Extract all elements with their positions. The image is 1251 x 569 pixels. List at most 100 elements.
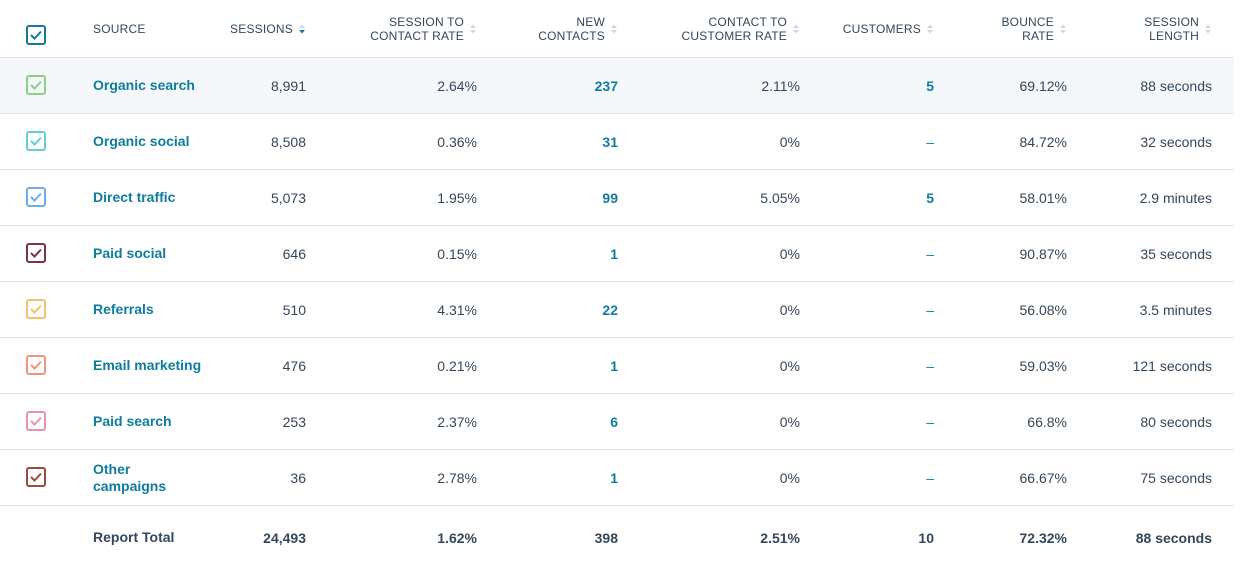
new-contacts-cell[interactable]: 22 xyxy=(602,301,618,318)
total-sessions: 24,493 xyxy=(263,529,306,546)
source-link[interactable]: Paid search xyxy=(93,413,172,429)
bounce-rate-cell: 84.72% xyxy=(1019,133,1067,150)
customers-cell[interactable]: 5 xyxy=(926,77,934,94)
bounce-rate-cell: 66.8% xyxy=(1027,413,1067,430)
bounce-rate-cell: 59.03% xyxy=(1019,357,1067,374)
select-all-checkbox[interactable] xyxy=(26,25,46,45)
contact-to-customer-rate-cell: 0% xyxy=(779,469,800,486)
checkmark-icon xyxy=(30,248,42,258)
table-row: Paid search 253 2.37% 6 0% – 66.8% 80 seconds xyxy=(0,393,1234,449)
row-checkbox[interactable] xyxy=(26,467,46,487)
checkmark-icon xyxy=(30,304,42,314)
customers-cell: – xyxy=(926,133,934,150)
sort-icon xyxy=(792,23,800,35)
contact-to-customer-rate-cell: 0% xyxy=(779,301,800,318)
bounce-rate-cell: 56.08% xyxy=(1019,301,1067,318)
table-row: Referrals 510 4.31% 22 0% – 56.08% 3.5 minutes xyxy=(0,281,1234,337)
customers-cell[interactable]: 5 xyxy=(926,189,934,206)
session-to-contact-rate-cell: 0.21% xyxy=(437,357,477,374)
bounce-rate-cell: 58.01% xyxy=(1019,189,1067,206)
column-header-sessions[interactable]: SESSIONS xyxy=(206,0,306,58)
sessions-cell: 646 xyxy=(282,245,306,262)
row-checkbox[interactable] xyxy=(26,75,46,95)
new-contacts-cell[interactable]: 1 xyxy=(610,357,618,374)
new-contacts-cell[interactable]: 1 xyxy=(610,245,618,262)
source-link[interactable]: Direct traffic xyxy=(93,189,176,205)
table-row: Paid social 646 0.15% 1 0% – 90.87% 35 seconds xyxy=(0,225,1234,281)
checkmark-icon xyxy=(30,360,42,370)
total-session-to-contact-rate: 1.62% xyxy=(437,529,477,546)
column-header-session-length[interactable]: SESSION LENGTH xyxy=(1110,0,1212,58)
sessions-cell: 253 xyxy=(282,413,306,430)
total-bounce-rate: 72.32% xyxy=(1019,529,1067,546)
sort-icon xyxy=(469,23,477,35)
session-to-contact-rate-cell: 1.95% xyxy=(437,189,477,206)
source-link[interactable]: Email marketing xyxy=(93,357,202,373)
contact-to-customer-rate-cell: 0% xyxy=(779,133,800,150)
sessions-cell: 36 xyxy=(290,469,306,486)
customers-cell: – xyxy=(926,357,934,374)
source-link[interactable]: Other campaigns xyxy=(93,460,167,494)
row-checkbox[interactable] xyxy=(26,355,46,375)
new-contacts-cell[interactable]: 237 xyxy=(594,77,618,94)
session-to-contact-rate-cell: 4.31% xyxy=(437,301,477,318)
contact-to-customer-rate-cell: 2.11% xyxy=(761,77,800,94)
column-header-bounce-rate[interactable]: BOUNCE RATE xyxy=(966,0,1067,58)
checkmark-icon xyxy=(30,472,42,482)
total-new-contacts: 398 xyxy=(594,529,618,546)
contact-to-customer-rate-cell: 0% xyxy=(779,357,800,374)
row-checkbox[interactable] xyxy=(26,131,46,151)
table-row: Direct traffic 5,073 1.95% 99 5.05% 5 58.01% 2.… xyxy=(0,169,1234,225)
source-link[interactable]: Organic social xyxy=(93,133,190,149)
column-header-new-contacts[interactable]: NEW CONTACTS xyxy=(500,0,618,58)
session-to-contact-rate-cell: 0.36% xyxy=(437,133,477,150)
sessions-cell: 476 xyxy=(282,357,306,374)
checkmark-icon xyxy=(30,136,42,146)
total-customers: 10 xyxy=(918,529,934,546)
bounce-rate-cell: 69.12% xyxy=(1019,77,1067,94)
sessions-cell: 5,073 xyxy=(270,189,306,206)
new-contacts-cell[interactable]: 31 xyxy=(602,133,618,150)
session-length-cell: 35 seconds xyxy=(1140,245,1212,262)
session-length-cell: 3.5 minutes xyxy=(1139,301,1212,318)
sort-desc-icon xyxy=(298,23,306,35)
session-length-cell: 75 seconds xyxy=(1140,469,1212,486)
session-length-cell: 121 seconds xyxy=(1132,357,1212,374)
row-checkbox[interactable] xyxy=(26,411,46,431)
report-total-row: Report Total 24,493 1.62% 398 2.51% 10 7… xyxy=(0,505,1234,569)
new-contacts-cell[interactable]: 1 xyxy=(610,469,618,486)
table-row: Organic social 8,508 0.36% 31 0% – 84.72% 32 se… xyxy=(0,113,1234,169)
customers-cell: – xyxy=(926,301,934,318)
table-header-row: SOURCE SESSIONS SESSION TO CONTACT RATE N… xyxy=(0,0,1234,58)
new-contacts-cell[interactable]: 99 xyxy=(602,189,618,206)
bounce-rate-cell: 90.87% xyxy=(1019,245,1067,262)
sessions-cell: 8,991 xyxy=(270,77,306,94)
sort-icon xyxy=(1204,23,1212,35)
source-link[interactable]: Referrals xyxy=(93,301,154,317)
session-to-contact-rate-cell: 2.78% xyxy=(437,469,477,486)
source-link[interactable]: Organic search xyxy=(93,77,195,93)
session-to-contact-rate-cell: 2.37% xyxy=(437,413,477,430)
total-label: Report Total xyxy=(93,529,175,545)
session-to-contact-rate-cell: 2.64% xyxy=(437,77,477,94)
session-length-cell: 2.9 minutes xyxy=(1139,189,1212,206)
column-header-contact-to-customer-rate[interactable]: CONTACT TO CUSTOMER RATE xyxy=(660,0,800,58)
column-header-source[interactable]: SOURCE xyxy=(93,22,146,36)
checkmark-icon xyxy=(30,80,42,90)
total-session-length: 88 seconds xyxy=(1135,529,1212,546)
new-contacts-cell[interactable]: 6 xyxy=(610,413,618,430)
session-to-contact-rate-cell: 0.15% xyxy=(437,245,477,262)
row-checkbox[interactable] xyxy=(26,187,46,207)
session-length-cell: 88 seconds xyxy=(1140,77,1212,94)
column-header-session-to-contact-rate[interactable]: SESSION TO CONTACT RATE xyxy=(340,0,477,58)
contact-to-customer-rate-cell: 0% xyxy=(779,413,800,430)
sessions-cell: 8,508 xyxy=(270,133,306,150)
source-link[interactable]: Paid social xyxy=(93,245,167,261)
row-checkbox[interactable] xyxy=(26,243,46,263)
checkmark-icon xyxy=(30,416,42,426)
session-length-cell: 80 seconds xyxy=(1140,413,1212,430)
table-row: Organic search 8,991 2.64% 237 2.11% 5 69.12% 8… xyxy=(0,57,1234,113)
customers-cell: – xyxy=(926,245,934,262)
row-checkbox[interactable] xyxy=(26,299,46,319)
column-header-customers[interactable]: CUSTOMERS xyxy=(820,0,934,58)
